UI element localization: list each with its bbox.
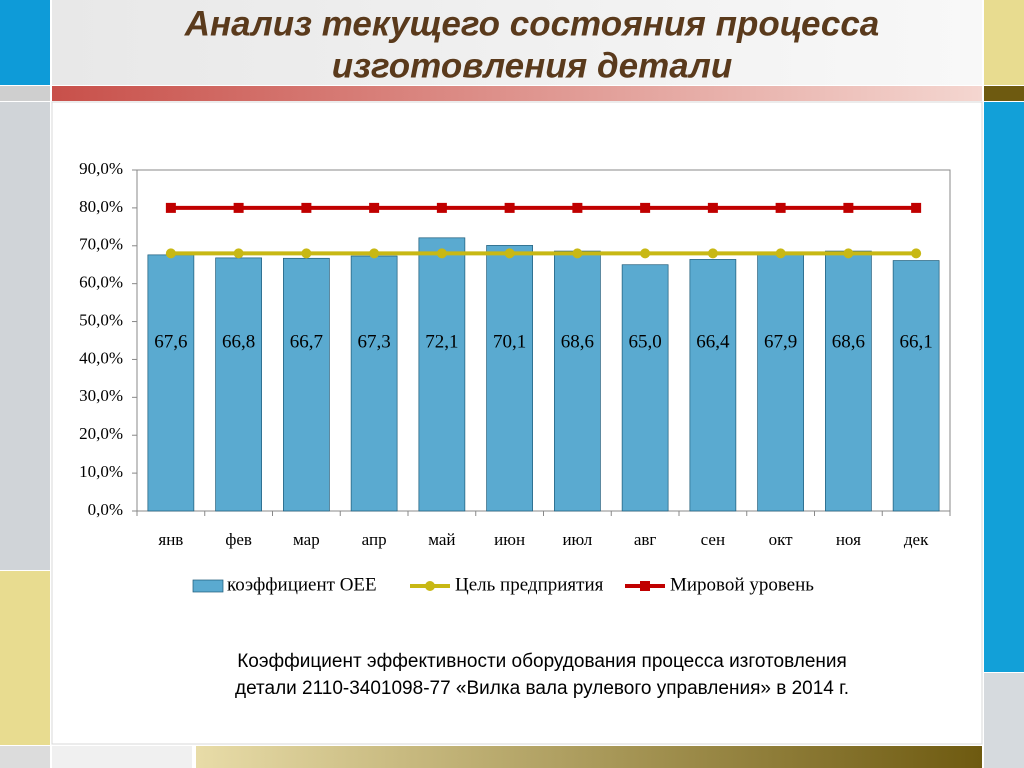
bar xyxy=(825,250,872,512)
x-tick-label: янв xyxy=(158,530,183,549)
line-marker xyxy=(233,248,244,259)
y-tick-label: 80,0% xyxy=(79,197,123,216)
line-marker xyxy=(640,202,651,213)
y-tick-label: 0,0% xyxy=(88,500,123,519)
x-tick-label: июл xyxy=(562,530,592,549)
caption-line: Коэффициент эффективности оборудования п… xyxy=(237,651,847,672)
y-tick-label: 10,0% xyxy=(79,462,123,481)
line-marker xyxy=(843,248,854,259)
bar xyxy=(621,264,669,512)
line-marker xyxy=(572,248,583,259)
value-label: 68,6 xyxy=(561,331,594,352)
bar xyxy=(554,250,601,512)
value-label: 67,3 xyxy=(358,331,391,352)
x-tick-label: сен xyxy=(701,530,725,549)
bar xyxy=(689,259,737,512)
y-tick-label: 20,0% xyxy=(79,424,123,443)
x-tick-label: апр xyxy=(362,530,387,549)
x-tick-label: окт xyxy=(769,530,794,549)
x-tick-label: июн xyxy=(494,530,525,549)
line-marker xyxy=(640,248,651,259)
legend-label: коэффициент OEE xyxy=(227,574,377,595)
y-tick-label: 60,0% xyxy=(79,273,123,292)
line-marker xyxy=(233,202,244,213)
x-tick-label: май xyxy=(428,530,455,549)
value-label: 66,7 xyxy=(290,331,323,352)
bar xyxy=(757,253,804,512)
line-marker xyxy=(707,202,718,213)
title-line: Анализ текущего состояния процесса xyxy=(184,4,880,43)
line-marker xyxy=(572,202,583,213)
value-label: 70,1 xyxy=(493,331,526,352)
line-marker xyxy=(775,202,786,213)
y-tick-label: 40,0% xyxy=(79,348,123,367)
line-marker xyxy=(843,202,854,213)
line-marker xyxy=(504,248,515,259)
bar xyxy=(215,257,262,512)
line-marker xyxy=(369,202,380,213)
value-label: 67,6 xyxy=(154,331,187,352)
x-tick-label: фев xyxy=(225,530,252,549)
legend-swatch xyxy=(192,579,224,593)
line-marker xyxy=(707,248,718,259)
bar xyxy=(350,255,398,512)
y-tick-label: 90,0% xyxy=(79,159,123,178)
line-marker xyxy=(911,202,922,213)
line-marker xyxy=(775,248,786,259)
value-label: 66,1 xyxy=(900,331,933,352)
bar xyxy=(283,257,330,512)
line-marker xyxy=(301,202,312,213)
value-label: 66,4 xyxy=(696,331,730,352)
bar xyxy=(486,245,533,512)
bar xyxy=(147,254,195,512)
caption-line: детали 2110-3401098-77 «Вилка вала рулев… xyxy=(235,678,849,699)
y-tick-label: 70,0% xyxy=(79,235,123,254)
line-marker xyxy=(911,248,922,259)
line-marker xyxy=(436,202,447,213)
title-line: изготовления детали xyxy=(332,46,733,85)
x-tick-label: мар xyxy=(293,530,320,549)
y-tick-label: 50,0% xyxy=(79,310,123,329)
value-label: 72,1 xyxy=(425,331,458,352)
legend-label: Цель предприятия xyxy=(455,574,604,595)
legend-marker xyxy=(640,581,650,591)
line-marker xyxy=(165,202,176,213)
x-tick-label: авг xyxy=(634,530,657,549)
y-tick-label: 30,0% xyxy=(79,386,123,405)
value-label: 66,8 xyxy=(222,331,255,352)
line-marker xyxy=(436,248,447,259)
legend-marker xyxy=(425,581,435,591)
line-marker xyxy=(504,202,515,213)
line-marker xyxy=(165,248,176,259)
value-label: 67,9 xyxy=(764,331,797,352)
value-label: 68,6 xyxy=(832,331,865,352)
x-tick-label: дек xyxy=(904,530,929,549)
legend-label: Мировой уровень xyxy=(670,574,814,595)
x-tick-label: ноя xyxy=(836,530,861,549)
line-marker xyxy=(301,248,312,259)
value-label: 65,0 xyxy=(629,331,662,352)
bar xyxy=(418,237,466,512)
line-marker xyxy=(369,248,380,259)
bar xyxy=(892,260,940,512)
